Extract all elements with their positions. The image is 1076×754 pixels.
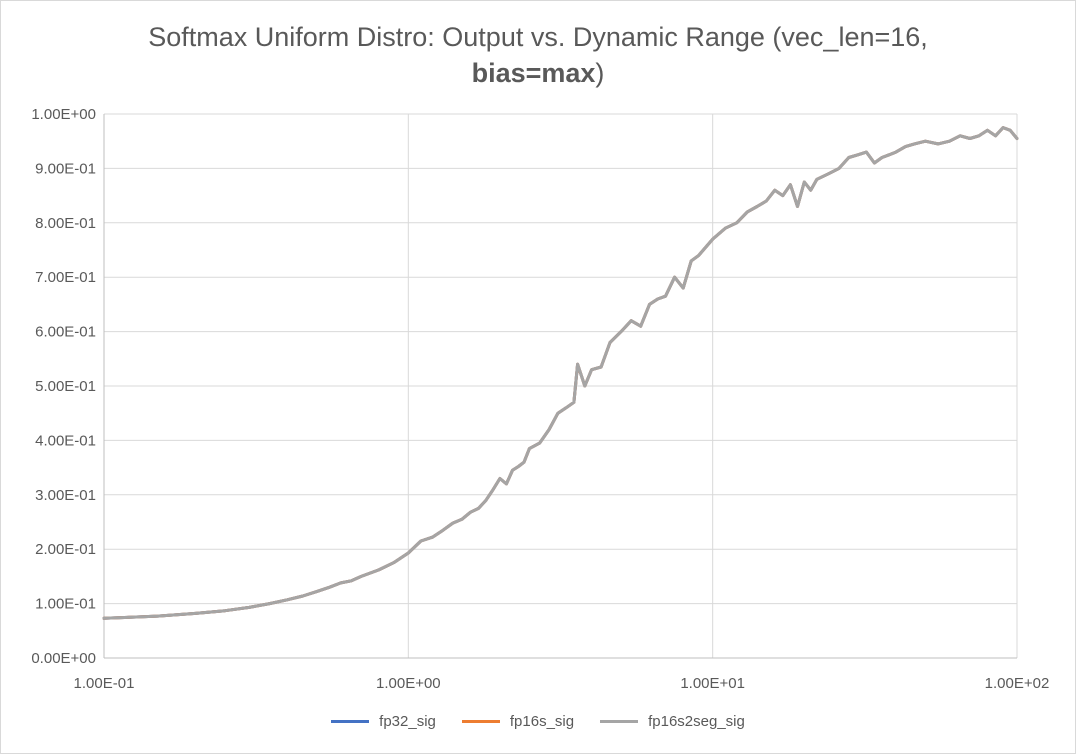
x-tick-label: 1.00E+01 [680,675,745,692]
legend-item-fp32_sig: fp32_sig [331,713,436,730]
series-line-fp16s2seg_sig [102,126,1019,620]
legend-label: fp16s2seg_sig [648,713,745,730]
legend-swatch [600,720,639,723]
axes [103,114,1017,659]
tick-labels: 0.00E+00 1.00E-01 2.00E-01 3.00E-01 4.00E-01… [31,106,1049,692]
y-tick-label: 8.00E-01 [35,215,96,232]
y-tick-label: 0.00E+00 [31,650,96,667]
y-tick-label: 3.00E-01 [35,487,96,504]
legend-label: fp32_sig [379,713,436,730]
legend-label: fp16s_sig [509,713,575,730]
y-tick-label: 7.00E-01 [35,269,96,286]
chart-title-line2: bias=max) [1,55,1075,91]
x-tick-label: 1.00E+00 [376,675,441,692]
y-tick-label: 2.00E-01 [35,541,96,558]
chart-title-rest: ) [595,58,605,88]
x-tick-label: 1.00E-01 [74,675,135,692]
gridlines [103,113,1018,659]
series-lines [102,126,1019,620]
y-tick-label: 4.00E-01 [35,432,96,449]
y-tick-label: 1.00E-01 [35,596,96,613]
series-line-fp32_sig [102,126,1019,620]
y-tick-label: 5.00E-01 [35,378,96,395]
legend: fp32_sig fp16s_sig fp16s2seg_sig [1,713,1075,730]
chart-title-bold: bias=max [471,58,596,88]
legend-swatch [331,720,370,723]
chart-title-line1: Softmax Uniform Distro: Output vs. Dynam… [148,22,928,52]
chart-title: Softmax Uniform Distro: Output vs. Dynam… [1,19,1075,91]
legend-item-fp16s2seg_sig: fp16s2seg_sig [600,713,745,730]
y-tick-label: 1.00E+00 [31,106,96,123]
series-line-fp16s_sig [102,126,1019,620]
legend-swatch [461,720,500,723]
y-tick-label: 9.00E-01 [35,160,96,177]
y-tick-label: 6.00E-01 [35,324,96,341]
legend-item-fp16s_sig: fp16s_sig [461,713,575,730]
x-tick-label: 1.00E+02 [985,675,1050,692]
